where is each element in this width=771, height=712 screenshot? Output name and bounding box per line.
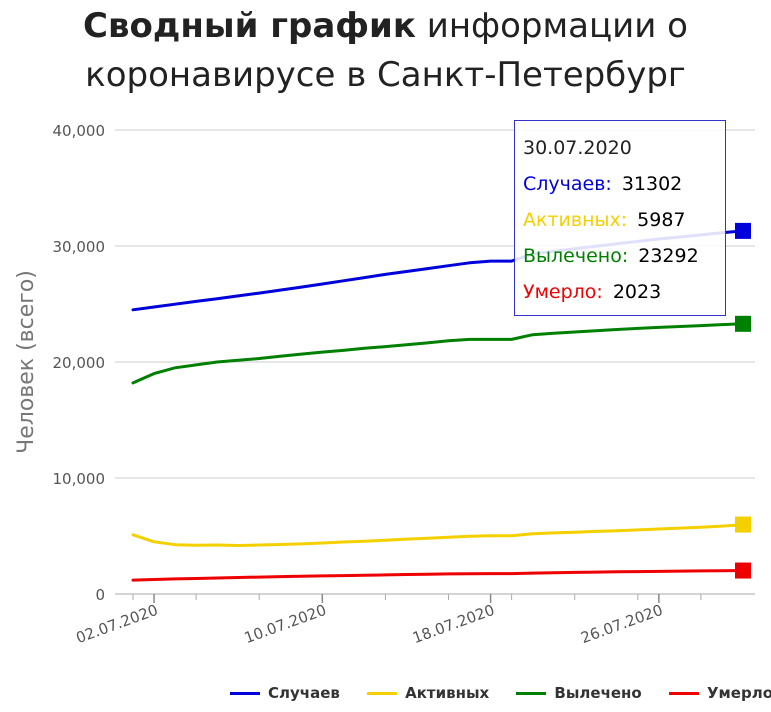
x-tick-label: 26.07.2020 [578, 601, 665, 647]
legend-swatch-active [367, 691, 398, 695]
x-tick-label: 02.07.2020 [74, 601, 161, 647]
legend-swatch-recovered [516, 691, 547, 695]
tooltip-value-deaths: 2023 [612, 281, 662, 303]
y-tick-label: 0 [95, 586, 105, 604]
y-axis-title: Человек (всего) [14, 270, 39, 454]
tooltip-label-deaths: Умерло: [523, 281, 603, 303]
legend-item-active[interactable]: Активных [367, 684, 489, 702]
tooltip-value-active: 5987 [637, 209, 686, 231]
legend-item-deaths[interactable]: Умерло [668, 683, 771, 702]
chart-title-rest: информации о коронавирусе в Санкт-Петерб… [85, 6, 688, 95]
legend-label-recovered: Вылечено [554, 683, 642, 702]
tooltip-value-cases: 31302 [621, 173, 683, 195]
tooltip-label-active: Активных: [523, 209, 628, 231]
legend-swatch-cases [230, 691, 260, 695]
tooltip: 30.07.2020 Случаев: 31302 Активных: 5987 В… [514, 120, 726, 316]
y-tick-label: 20,000 [53, 354, 106, 372]
y-tick-label: 30,000 [53, 238, 106, 256]
legend-label-active: Активных [405, 683, 490, 702]
tooltip-label-cases: Случаев: [523, 173, 612, 195]
y-tick-label: 40,000 [53, 122, 106, 140]
x-tick-label: 10.07.2020 [242, 601, 329, 647]
chart-title: Сводный график информации о коронавирусе… [0, 2, 771, 100]
tooltip-row-cases: Случаев: 31302 [523, 173, 682, 195]
series-marker-2 [735, 315, 751, 332]
series-line-2 [131, 322, 745, 385]
tooltip-row-recovered: Вылечено: 23292 [523, 245, 699, 267]
legend-label-deaths: Умерло [706, 683, 771, 702]
series-line-3 [131, 569, 745, 582]
x-tick-label: 18.07.2020 [410, 601, 497, 647]
chart-title-bold: Сводный график [83, 6, 416, 46]
series-line-1 [131, 523, 745, 547]
tooltip-row-active: Активных: 5987 [523, 209, 686, 231]
series-marker-0 [735, 222, 751, 239]
tooltip-label-recovered: Вылечено: [523, 245, 629, 267]
legend: Случаев Активных Вылечено Умерло [230, 683, 771, 705]
legend-item-cases[interactable]: Случаев [230, 684, 340, 702]
legend-swatch-deaths [668, 691, 699, 695]
legend-label-cases: Случаев [268, 683, 340, 702]
series-marker-1 [735, 516, 751, 533]
tooltip-date: 30.07.2020 [523, 137, 632, 159]
y-tick-label: 10,000 [53, 470, 106, 488]
legend-item-recovered[interactable]: Вылечено [516, 683, 642, 702]
tooltip-row-deaths: Умерло: 2023 [523, 281, 661, 303]
tooltip-value-recovered: 23292 [638, 245, 699, 267]
series-marker-3 [735, 562, 751, 579]
